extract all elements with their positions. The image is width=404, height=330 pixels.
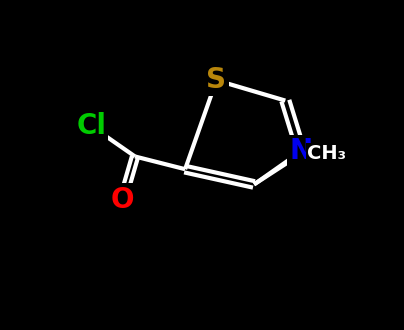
- Text: N: N: [289, 137, 313, 165]
- Text: Cl: Cl: [76, 112, 106, 140]
- Text: S: S: [206, 66, 227, 94]
- Text: CH₃: CH₃: [307, 145, 346, 163]
- Text: O: O: [111, 186, 134, 214]
